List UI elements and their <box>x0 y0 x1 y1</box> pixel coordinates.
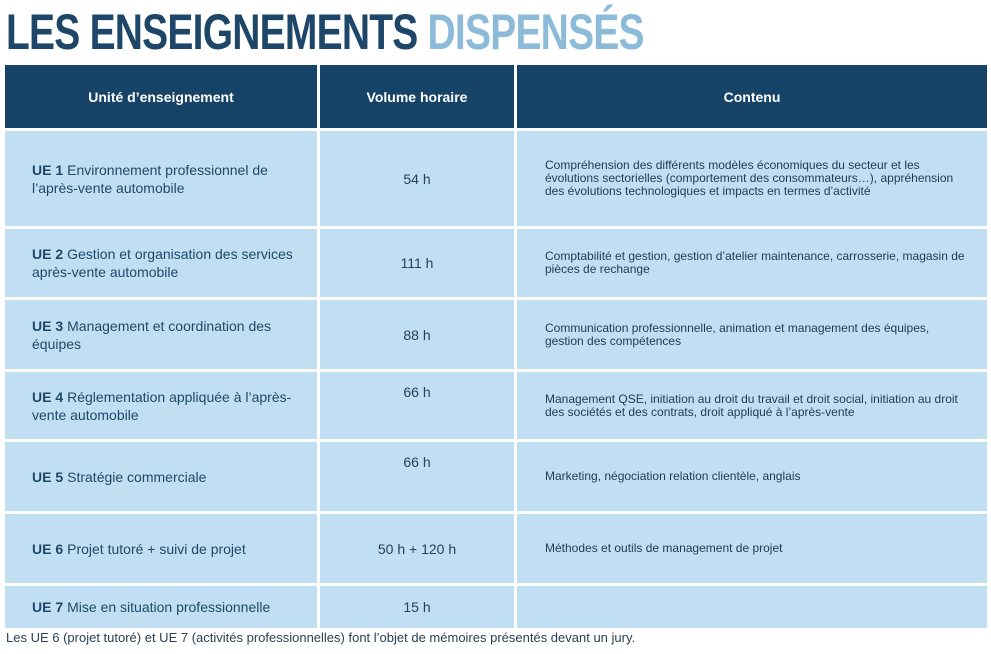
table-row: UE 4 Réglementation appliquée à l’après-v… <box>5 372 987 442</box>
content-cell: Marketing, négociation relation clientèl… <box>517 442 987 514</box>
content-cell: Communication professionnelle, animation… <box>517 300 987 372</box>
unit-code: UE 7 <box>32 599 64 615</box>
volume-cell: 66 h <box>320 372 517 442</box>
table-row: UE 2 Gestion et organisation des services… <box>5 229 987 300</box>
unit-cell: UE 6 Projet tutoré + suivi de projet <box>5 514 320 586</box>
unit-cell: UE 5 Stratégie commerciale <box>5 442 320 514</box>
volume-cell: 50 h + 120 h <box>320 514 517 586</box>
table-row: UE 6 Projet tutoré + suivi de projet 50 h… <box>5 514 987 586</box>
unit-name: Mise en situation professionnelle <box>67 599 271 615</box>
volume-cell: 66 h <box>320 442 517 514</box>
unit-code: UE 4 <box>32 388 64 405</box>
table-row: UE 5 Stratégie commerciale 66 h Marketing… <box>5 442 987 514</box>
unit-name: Management et coordination des équipes <box>32 317 272 352</box>
volume-cell: 54 h <box>320 131 517 229</box>
volume-cell: 88 h <box>320 300 517 372</box>
footnote: Les UE 6 (projet tutoré) et UE 7 (activi… <box>6 630 636 645</box>
table-row: UE 7 Mise en situation professionnelle 15… <box>5 586 987 631</box>
header-volume: Volume horaire <box>320 65 517 131</box>
header-unit: Unité d’enseignement <box>5 65 320 131</box>
volume-cell: 15 h <box>320 586 517 631</box>
content-cell: Méthodes et outils de management de proj… <box>517 514 987 586</box>
table-header-row: Unité d’enseignement Volume horaire Cont… <box>5 65 987 131</box>
unit-cell: UE 4 Réglementation appliquée à l’après-v… <box>5 372 320 442</box>
unit-cell: UE 2 Gestion et organisation des services… <box>5 229 320 300</box>
page-title: LES ENSEIGNEMENTS DISPENSÉS <box>6 2 645 62</box>
unit-code: UE 3 <box>32 317 64 334</box>
unit-cell: UE 3 Management et coordination des équip… <box>5 300 320 372</box>
unit-name: Environnement professionnel de l’après-v… <box>32 161 268 196</box>
unit-code: UE 5 <box>32 468 64 485</box>
unit-cell: UE 7 Mise en situation professionnelle <box>5 586 320 631</box>
header-content: Contenu <box>517 65 987 131</box>
unit-name: Stratégie commerciale <box>67 468 207 485</box>
content-cell: Comptabilité et gestion, gestion d’ateli… <box>517 229 987 300</box>
table-row: UE 3 Management et coordination des équip… <box>5 300 987 372</box>
unit-code: UE 1 <box>32 161 64 178</box>
content-cell: Management QSE, initiation au droit du t… <box>517 372 987 442</box>
courses-table: Unité d’enseignement Volume horaire Cont… <box>5 65 987 631</box>
title-part-dark: LES ENSEIGNEMENTS <box>6 4 418 60</box>
table-row: UE 1 Environnement professionnel de l’apr… <box>5 131 987 229</box>
unit-name: Réglementation appliquée à l’après-vente… <box>32 388 292 423</box>
title-part-light: DISPENSÉS <box>427 4 645 60</box>
content-cell: Compréhension des différents modèles éco… <box>517 131 987 229</box>
volume-cell: 111 h <box>320 229 517 300</box>
unit-name: Projet tutoré + suivi de projet <box>67 540 246 557</box>
unit-cell: UE 1 Environnement professionnel de l’apr… <box>5 131 320 229</box>
content-cell <box>517 586 987 631</box>
unit-code: UE 6 <box>32 540 64 557</box>
unit-code: UE 2 <box>32 246 64 262</box>
unit-name: Gestion et organisation des services apr… <box>32 246 293 280</box>
